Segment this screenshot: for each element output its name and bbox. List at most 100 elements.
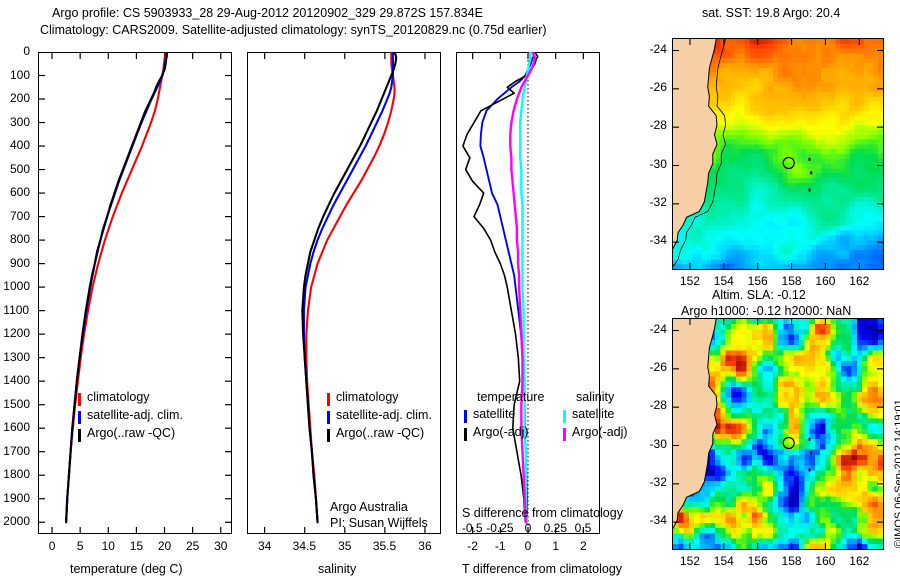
map-lat-tick--28: -28: [649, 118, 667, 133]
salinity-xtick-36: 36: [418, 539, 432, 553]
map-lon-tick-158: 158: [781, 554, 802, 568]
temperature-legend-item-swatch-1: [78, 411, 81, 424]
difference-legend-salinity-item-swatch-0: [563, 410, 566, 423]
depth-tick-0: 0: [23, 44, 30, 58]
map-lat-tick--24: -24: [649, 321, 667, 336]
depth-tick-200: 200: [9, 91, 30, 106]
figure-title-line2: Climatology: CARS2009. Satellite-adjuste…: [40, 23, 547, 37]
depth-tick-1700: 1700: [3, 443, 30, 458]
depth-tick-400: 400: [9, 138, 30, 153]
map-lat-tick--28: -28: [649, 398, 667, 413]
map-lon-tick-160: 160: [815, 554, 836, 568]
map-lon-tick-162: 162: [849, 554, 870, 568]
map-sst[interactable]: [672, 38, 884, 270]
difference-xtick-bottom-2: 2: [580, 539, 587, 553]
salinity-xtick-35.5: 35.5: [372, 539, 397, 553]
map-lon-tick-154: 154: [713, 274, 734, 288]
map-lon-tick-152: 152: [679, 554, 700, 568]
temperature-xtick-5: 5: [76, 539, 84, 553]
difference-xtick-bottom--2: -2: [467, 539, 478, 553]
depth-tick-1400: 1400: [3, 373, 30, 388]
depth-tick-1000: 1000: [3, 279, 30, 294]
depth-tick-1600: 1600: [3, 420, 30, 435]
map-lon-tick-160: 160: [815, 274, 836, 288]
temperature-xtick-0: 0: [48, 539, 56, 553]
difference-legend-temperature-item-swatch-0: [464, 410, 467, 423]
depth-tick-600: 600: [9, 185, 30, 200]
salinity-xtick-34: 34: [257, 539, 272, 553]
map-sla[interactable]: [672, 318, 884, 550]
temperature-legend-item-label-0: climatology: [87, 390, 150, 404]
map-lon-tick-162: 162: [849, 274, 870, 288]
depth-tick-1200: 1200: [3, 326, 30, 341]
salinity-xtick-35: 35: [338, 539, 352, 553]
map-sst-title: sat. SST: 19.8 Argo: 20.4: [702, 6, 841, 20]
depth-tick-1500: 1500: [3, 396, 30, 411]
difference-xtick-bottom--1: -1: [494, 539, 506, 553]
map-lat-tick--26: -26: [649, 359, 667, 374]
depth-tick-1800: 1800: [3, 467, 30, 482]
map-sla-title-line2: Argo h1000: -0.12 h2000: NaN: [681, 304, 852, 318]
map-sla-title-line1: Altim. SLA: -0.12: [712, 288, 806, 302]
temperature-xaxis-label: temperature (deg C): [70, 562, 183, 576]
depth-tick-1100: 1100: [3, 302, 30, 317]
difference-legend-salinity-item-label-0: satellite: [572, 407, 615, 421]
depth-tick-1300: 1300: [3, 349, 30, 364]
map-lat-tick--32: -32: [649, 194, 667, 209]
depth-tick-800: 800: [9, 232, 30, 247]
temperature-xtick-20: 20: [157, 539, 172, 553]
depth-tick-1900: 1900: [3, 490, 30, 505]
temperature-xtick-25: 25: [185, 539, 200, 553]
depth-tick-300: 300: [9, 114, 30, 129]
temperature-profile-plot: [38, 52, 232, 534]
map-lat-tick--34: -34: [649, 233, 667, 248]
difference-profile-plot: [462, 52, 584, 534]
provider-line2: PI: Susan Wijffels: [330, 516, 428, 530]
difference-legend-temperature-title: temperature: [477, 390, 545, 404]
provider-line1: Argo Australia: [330, 500, 408, 514]
map-lat-tick--30: -30: [649, 436, 667, 451]
map-lat-tick--32: -32: [649, 474, 667, 489]
salinity-legend-item-swatch-0: [327, 393, 330, 406]
salinity-legend-item-swatch-2: [327, 429, 330, 442]
difference-bottom-axis-label: T difference from climatology: [462, 562, 623, 576]
salinity-legend-item-label-0: climatology: [336, 390, 399, 404]
difference-xtick-top-0: 0: [524, 521, 532, 535]
temperature-legend-item-label-1: satellite-adj. clim.: [87, 408, 183, 422]
difference-top-axis-label: S difference from climatology: [462, 506, 623, 520]
salinity-legend-item-label-2: Argo(..raw -QC): [336, 426, 425, 440]
depth-tick-500: 500: [9, 161, 30, 176]
salinity-legend-item-label-1: satellite-adj. clim.: [336, 408, 432, 422]
difference-xtick-top--0.25: -0.25: [486, 521, 514, 535]
difference-xtick-bottom-1: 1: [552, 539, 560, 553]
difference-xtick-bottom-0: 0: [524, 539, 532, 553]
panel-salinity: [247, 52, 441, 534]
map-lon-tick-156: 156: [747, 554, 768, 568]
salinity-xtick-34.5: 34.5: [292, 539, 317, 553]
temperature-legend-item-swatch-2: [78, 429, 81, 442]
figure-title-line1: Argo profile: CS 5903933_28 29-Aug-2012 …: [52, 6, 483, 20]
difference-xtick-top-0.5: 0.5: [574, 521, 592, 535]
depth-tick-100: 100: [9, 67, 30, 82]
difference-legend-temperature-item-swatch-1: [464, 428, 467, 441]
credit-text: ©IMOS 06-Sep-2012 14:19:01: [893, 399, 900, 548]
temperature-legend-item-label-2: Argo(..raw -QC): [87, 426, 176, 440]
difference-legend-temperature-item-label-1: Argo(-adj): [473, 425, 529, 439]
map-lat-tick--30: -30: [649, 156, 667, 171]
difference-xtick-top-0.25: 0.25: [543, 521, 567, 535]
map-lat-tick--24: -24: [649, 41, 667, 56]
salinity-xaxis-label: salinity: [318, 562, 357, 576]
difference-legend-salinity-item-swatch-1: [563, 428, 566, 441]
map-lat-tick--26: -26: [649, 79, 667, 94]
depth-tick-2000: 2000: [3, 514, 30, 529]
temperature-xtick-10: 10: [101, 539, 115, 553]
map-lat-tick--34: -34: [649, 513, 667, 528]
salinity-profile-plot: [264, 52, 426, 534]
salinity-legend-item-swatch-1: [327, 411, 330, 424]
difference-legend-temperature-item-label-0: satellite: [473, 407, 516, 421]
map-lon-tick-154: 154: [713, 554, 734, 568]
temperature-xtick-15: 15: [129, 539, 144, 553]
temperature-legend-item-swatch-0: [78, 393, 81, 406]
depth-tick-700: 700: [9, 208, 30, 223]
